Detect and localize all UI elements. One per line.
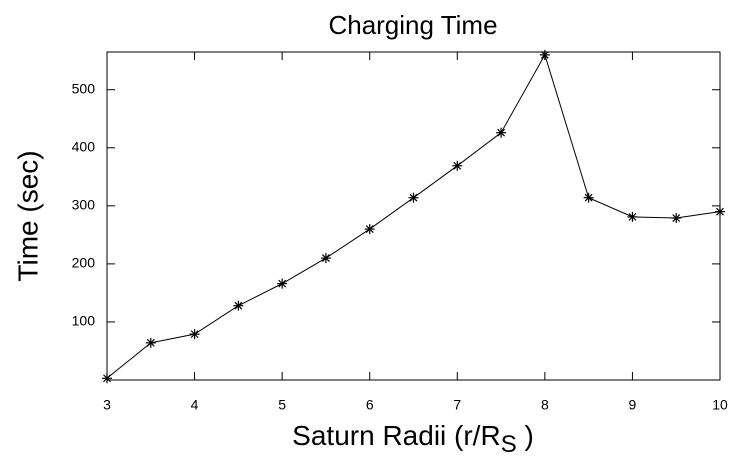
chart-title: Charging Time [328, 10, 497, 40]
y-tick-label: 400 [72, 138, 96, 154]
marker-stroke [365, 225, 374, 233]
asterisk-marker [320, 253, 331, 264]
x-axis-label-tail: ) [517, 420, 534, 451]
marker-stroke [672, 214, 681, 222]
y-tick-label: 300 [72, 197, 96, 213]
x-tick-label: 4 [191, 397, 199, 413]
asterisk-marker [233, 300, 244, 311]
marker-stroke [146, 338, 155, 347]
marker-stroke [628, 212, 637, 221]
asterisk-marker [671, 213, 682, 224]
marker-stroke [716, 207, 724, 216]
asterisk-marker [539, 49, 550, 60]
x-tick-label: 6 [366, 397, 374, 413]
asterisk-marker [452, 160, 463, 171]
asterisk-marker [102, 373, 112, 384]
asterisk-marker [496, 127, 507, 138]
asterisk-marker [715, 206, 725, 217]
asterisk-marker [277, 278, 288, 289]
y-tick-label: 200 [72, 255, 96, 271]
marker-stroke [453, 161, 462, 170]
x-tick-label: 3 [103, 397, 111, 413]
marker-stroke [540, 50, 549, 59]
marker-stroke [234, 301, 243, 310]
x-axis-label: Saturn Radii (r/RS ) [292, 420, 534, 458]
asterisk-marker [408, 192, 419, 203]
x-tick-label: 10 [712, 397, 728, 413]
x-tick-label: 7 [453, 397, 461, 413]
asterisk-marker [145, 337, 156, 348]
x-tick-label: 5 [278, 397, 286, 413]
x-tick-label: 9 [629, 397, 637, 413]
y-axis-label: Time (sec) [12, 150, 43, 281]
marker-stroke [322, 254, 330, 263]
marker-stroke [278, 279, 287, 288]
asterisk-marker [189, 329, 200, 340]
asterisk-marker [583, 192, 594, 203]
marker-stroke [497, 128, 505, 137]
asterisk-marker [364, 224, 375, 235]
marker-stroke [190, 330, 199, 339]
x-axis-label-main: Saturn Radii (r/R [292, 420, 501, 451]
y-tick-label: 500 [72, 80, 96, 96]
marker-stroke [103, 374, 111, 383]
x-tick-label: 8 [541, 397, 549, 413]
marker-stroke [584, 193, 593, 202]
marker-stroke [409, 193, 418, 202]
asterisk-marker [627, 211, 638, 222]
y-tick-label: 100 [72, 313, 96, 329]
x-axis-label-sub: S [501, 431, 517, 458]
